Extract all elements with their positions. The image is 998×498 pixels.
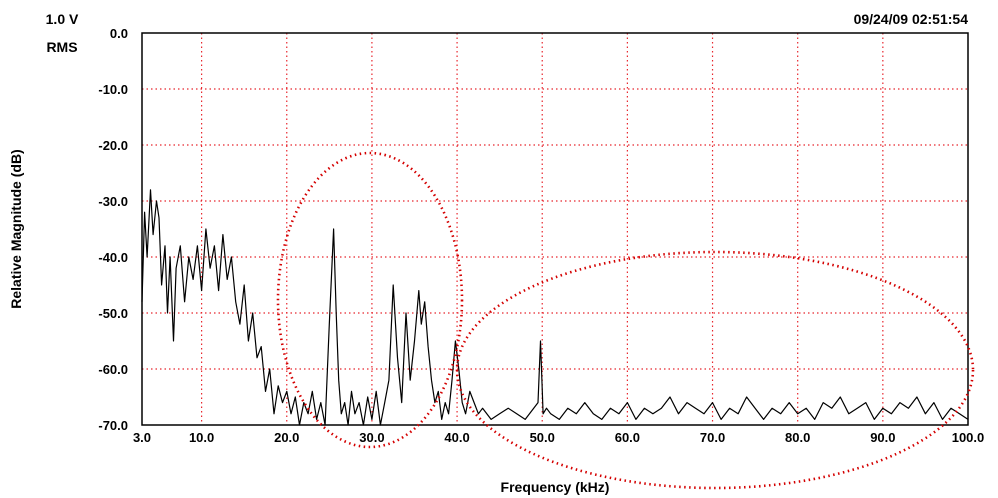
highlight-ellipse-right [455,250,975,490]
annotations [276,151,975,490]
y-tick-label: -60.0 [98,362,128,377]
x-tick-label: 60.0 [615,430,640,445]
x-tick-label: 3.0 [133,430,151,445]
x-tick-labels: 3.0 10.0 20.0 30.0 40.0 50.0 60.0 70.0 80.0 90.0 1… [133,430,984,445]
y-axis-title: Relative Magnitude (dB) [8,149,24,308]
x-tick-label: 40.0 [444,430,469,445]
x-tick-label: 100.0 [952,430,985,445]
y-tick-label: -20.0 [98,138,128,153]
y-tick-labels: 0.0 -10.0 -20.0 -30.0 -40.0 -50.0 -60.0 -70.0 [98,26,128,433]
chart-grid [142,33,968,425]
y-tick-label: -50.0 [98,306,128,321]
timestamp-label: 09/24/09 02:51:54 [854,11,969,27]
y-tick-label: -10.0 [98,82,128,97]
x-tick-label: 30.0 [359,430,384,445]
range-unit-label: RMS [46,39,77,55]
spectrum-trace [141,189,969,426]
x-tick-label: 90.0 [870,430,895,445]
y-tick-label: 0.0 [110,26,128,41]
x-tick-label: 80.0 [785,430,810,445]
x-tick-label: 50.0 [530,430,555,445]
x-tick-label: 10.0 [189,430,214,445]
plot-frame [141,32,969,426]
y-tick-label: -70.0 [98,418,128,433]
x-axis-title: Frequency (kHz) [501,479,610,495]
x-tick-label: 20.0 [274,430,299,445]
spectrum-series [141,189,969,426]
range-value-label: 1.0 V [46,11,79,27]
x-tick-label: 70.0 [700,430,725,445]
highlight-ellipse-left [276,151,464,449]
y-tick-label: -30.0 [98,194,128,209]
y-tick-label: -40.0 [98,250,128,265]
